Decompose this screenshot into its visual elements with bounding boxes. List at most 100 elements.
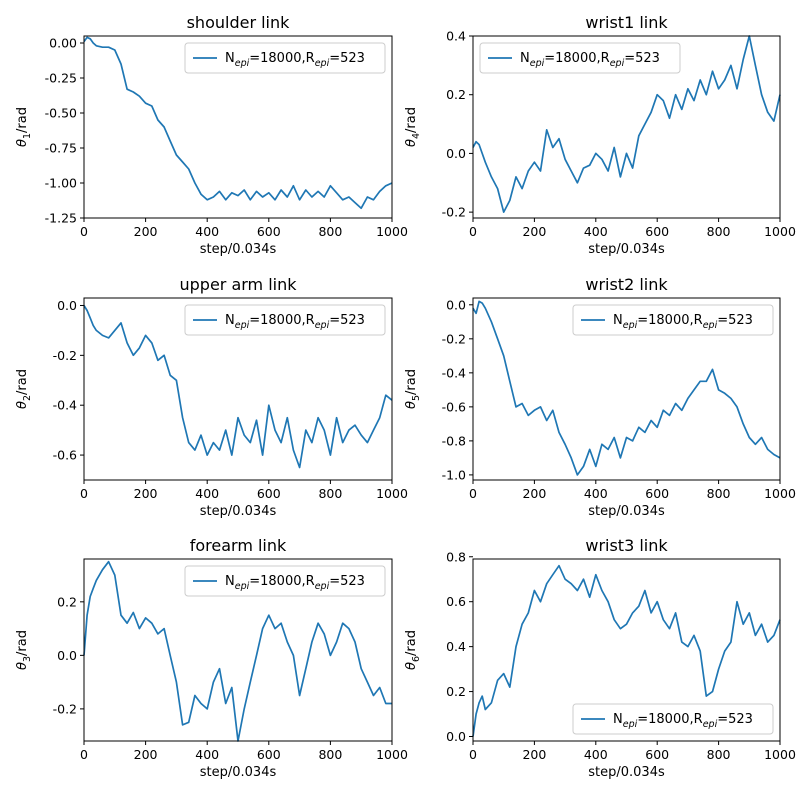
legend-label-part: N (225, 51, 235, 66)
x-tick-label: 1000 (376, 224, 408, 239)
x-tick-label: 600 (257, 747, 281, 762)
x-tick-label: 600 (257, 486, 281, 501)
x-tick-label: 0 (80, 224, 88, 239)
x-tick-label: 600 (645, 747, 669, 762)
y-tick-label: 0.8 (446, 549, 466, 564)
y-axis-label: θ4/rad (404, 107, 422, 147)
y-axis-label-suffix: /rad (15, 630, 30, 656)
chart-panel-2: upper arm link 0 200 400 600 800 1000 0.0 -0.2 -0… (15, 275, 408, 519)
legend: Nepi=18000,Repi=523 (184, 565, 386, 597)
y-axis-label-base: θ (15, 401, 30, 409)
y-tick-label: -0.50 (45, 106, 77, 121)
x-tick-label: 800 (318, 486, 342, 501)
chart-panel-0: shoulder link 0 200 400 600 800 1000 0.00 -0.25 -… (15, 13, 408, 257)
x-axis-label: step/0.034s (588, 504, 665, 519)
legend-label-part: =18000, (544, 51, 600, 66)
legend-label-part: =18000, (249, 313, 305, 328)
y-axis-label-sub: 1 (22, 133, 33, 139)
x-tick-label: 200 (522, 747, 546, 762)
x-tick-label: 0 (469, 747, 477, 762)
legend-label-part: epi (315, 320, 330, 331)
legend-box (184, 304, 386, 336)
legend-label-part: N (613, 712, 623, 727)
x-tick-label: 200 (134, 224, 158, 239)
y-axis-label: θ5/rad (404, 369, 422, 409)
y-tick-label: -0.2 (53, 701, 77, 716)
y-axis-label: θ3/rad (15, 630, 33, 670)
plot-frame (83, 558, 393, 742)
y-axis-label-base: θ (404, 662, 419, 670)
legend: Nepi=18000,Repi=523 (184, 42, 386, 74)
x-tick-label: 400 (195, 747, 219, 762)
legend-box (184, 565, 386, 597)
x-tick-label: 200 (522, 486, 546, 501)
y-axis-label-sub: 2 (22, 395, 33, 401)
x-tick-label: 800 (707, 747, 731, 762)
legend-label-part: R (306, 574, 315, 589)
chart-panel-3: wrist2 link 0 200 400 600 800 1000 0.0 -0.2 -0.4 -… (404, 275, 796, 519)
legend-label-part: epi (315, 581, 330, 592)
y-tick-label: -0.6 (442, 399, 466, 414)
chart-title: wrist3 link (585, 536, 668, 555)
series-line (83, 305, 393, 469)
legend-label-part: epi (315, 58, 330, 69)
legend-label-part: epi (703, 719, 718, 730)
x-axis-label: step/0.034s (200, 242, 277, 257)
legend-label-part: =523 (329, 574, 365, 589)
x-axis-label: step/0.034s (200, 765, 277, 780)
plot-frame (472, 297, 781, 481)
x-tick-label: 1000 (376, 486, 408, 501)
legend-box (572, 304, 774, 336)
legend: Nepi=18000,Repi=523 (572, 304, 774, 336)
y-tick-label: 0.00 (49, 36, 77, 51)
chart-panel-4: forearm link 0 200 400 600 800 1000 0.2 0.0 -0.2 s… (15, 536, 408, 780)
y-tick-label: 0.2 (57, 594, 77, 609)
legend-label-part: R (306, 313, 315, 328)
series-line (472, 300, 781, 476)
legend: Nepi=18000,Repi=523 (479, 42, 681, 74)
chart-title: wrist2 link (585, 275, 668, 294)
y-tick-label: -1.00 (45, 176, 77, 191)
y-tick-label: -0.4 (53, 398, 77, 413)
x-tick-label: 600 (645, 486, 669, 501)
legend-label-part: R (694, 712, 703, 727)
legend-label-part: N (225, 313, 235, 328)
x-axis-label: step/0.034s (588, 242, 665, 257)
x-tick-label: 1000 (376, 747, 408, 762)
series-line (83, 560, 392, 742)
x-tick-label: 200 (134, 747, 158, 762)
legend-label: Nepi=18000,Repi=523 (613, 313, 753, 331)
y-tick-label: -0.8 (442, 433, 466, 448)
x-tick-label: 400 (584, 747, 608, 762)
plot-frame (472, 558, 781, 742)
legend-label-part: =18000, (637, 313, 693, 328)
y-tick-label: -0.4 (442, 365, 466, 380)
chart-panel-5: wrist3 link 0 200 400 600 800 1000 0.8 0.6 0.4 0.2… (404, 536, 796, 780)
y-tick-label: 0.4 (446, 639, 466, 654)
y-axis-label-suffix: /rad (15, 369, 30, 395)
legend-box (184, 42, 386, 74)
y-axis-label-sub: 6 (411, 656, 422, 662)
legend-label-part: =18000, (249, 574, 305, 589)
x-tick-label: 400 (584, 486, 608, 501)
x-tick-label: 600 (645, 224, 669, 239)
series-line (472, 35, 781, 213)
y-tick-label: 0.0 (446, 146, 466, 161)
legend: Nepi=18000,Repi=523 (572, 703, 774, 735)
y-axis-label: θ6/rad (404, 630, 422, 670)
chart-title: wrist1 link (585, 13, 668, 32)
y-axis-label-base: θ (15, 662, 30, 670)
y-tick-label: -1.25 (45, 211, 77, 226)
chart-panel-1: wrist1 link 0 200 400 600 800 1000 0.4 0.2 0.0 -0.… (404, 13, 796, 257)
legend-label: Nepi=18000,Repi=523 (225, 574, 365, 592)
x-tick-label: 400 (195, 486, 219, 501)
x-tick-label: 600 (257, 224, 281, 239)
legend-label-part: epi (235, 58, 250, 69)
x-tick-label: 400 (584, 224, 608, 239)
legend-label-part: epi (235, 320, 250, 331)
y-tick-label: -1.0 (442, 467, 466, 482)
chart-title: shoulder link (187, 13, 291, 32)
x-tick-label: 1000 (764, 486, 796, 501)
legend-box (572, 703, 774, 735)
